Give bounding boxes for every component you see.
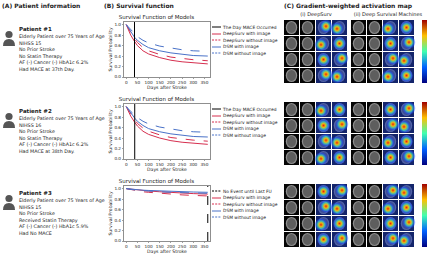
svg-text:Survival Function of Models: Survival Function of Models	[119, 178, 195, 184]
svg-text:100: 100	[145, 244, 153, 249]
svg-text:0.6: 0.6	[114, 207, 121, 212]
svg-text:250: 250	[178, 162, 186, 167]
html-text:DeepSurv without image: DeepSurv without image	[223, 119, 278, 125]
svg-text:0: 0	[125, 244, 128, 249]
html-text:AF (-) Cancer (-) HbA1c 6.2%: AF (-) Cancer (-) HbA1c 6.2%	[19, 142, 89, 148]
svg-text:0.4: 0.4	[114, 136, 121, 141]
html-text:(C) Gradient-weighted activati: (C) Gradient-weighted activation map	[284, 2, 412, 9]
svg-text:0.2: 0.2	[114, 228, 121, 233]
svg-text:150: 150	[156, 80, 164, 85]
html-text:No Statin Therapy: No Statin Therapy	[19, 135, 63, 141]
svg-text:0.8: 0.8	[114, 33, 121, 38]
svg-text:200: 200	[167, 162, 175, 167]
svg-text:0.6: 0.6	[114, 125, 121, 130]
html-text:No Prior Stroke: No Prior Stroke	[19, 129, 55, 135]
html-text:NIHSS 15: NIHSS 15	[19, 204, 42, 210]
html-text:DeepSurv with image: DeepSurv with image	[223, 113, 271, 119]
svg-text:0.4: 0.4	[114, 54, 121, 59]
svg-text:Survival Function of Models: Survival Function of Models	[119, 96, 195, 102]
html-text:Patient #2: Patient #2	[19, 108, 52, 114]
html-text:Patient #3: Patient #3	[19, 190, 52, 196]
svg-text:150: 150	[156, 162, 164, 167]
html-text:The Day MACE Occurred: The Day MACE Occurred	[223, 24, 277, 30]
html-text:(A) Patient information: (A) Patient information	[2, 2, 81, 9]
svg-text:250: 250	[178, 244, 186, 249]
html-text:Elderly Patient over 75 Years: Elderly Patient over 75 Years of Age	[19, 116, 105, 121]
html-text:Had No MACE: Had No MACE	[19, 231, 52, 236]
svg-text:350: 350	[200, 162, 208, 167]
html-text:DSM without image: DSM without image	[223, 50, 266, 56]
html-text:No Prior Stroke: No Prior Stroke	[19, 47, 55, 53]
html-text:Elderly Patient over 75 Years: Elderly Patient over 75 Years of Age	[19, 198, 105, 203]
svg-text:1.0: 1.0	[114, 104, 121, 109]
svg-text:0.8: 0.8	[114, 115, 121, 120]
svg-text:0.0: 0.0	[114, 156, 121, 161]
html-text:The Day MACE Occurred: The Day MACE Occurred	[223, 106, 277, 112]
html-text:(B) Survival function: (B) Survival function	[104, 2, 174, 9]
svg-text:1.0: 1.0	[114, 22, 121, 27]
svg-text:200: 200	[167, 244, 175, 249]
svg-text:300: 300	[189, 80, 197, 85]
svg-text:Survival Probability: Survival Probability	[108, 27, 113, 72]
svg-text:100: 100	[145, 80, 153, 85]
svg-text:0.4: 0.4	[114, 218, 121, 223]
svg-text:0.2: 0.2	[114, 64, 121, 69]
svg-text:350: 350	[200, 80, 208, 85]
svg-text:50: 50	[135, 244, 141, 249]
html-text:DeepSurv without image: DeepSurv without image	[223, 37, 278, 43]
html-text:DSM without image: DSM without image	[223, 132, 266, 138]
svg-text:Survival Probability: Survival Probability	[108, 191, 113, 236]
svg-text:50: 50	[135, 80, 141, 85]
html-text:DeepSurv with image: DeepSurv with image	[223, 195, 271, 201]
html-text:No Statin Therapy: No Statin Therapy	[19, 53, 63, 59]
html-text:(i) DeepSurv: (i) DeepSurv	[300, 11, 332, 17]
svg-text:0: 0	[125, 162, 128, 167]
html-text:(ii) Deep Survival Machines: (ii) Deep Survival Machines	[353, 11, 423, 17]
html-text:DSM with image: DSM with image	[223, 44, 259, 50]
html-text:Received Statin Therapy: Received Statin Therapy	[19, 217, 78, 223]
html-text:Elderly Patient over 75 Years: Elderly Patient over 75 Years of Age	[19, 34, 105, 39]
html-text:Patient #1: Patient #1	[19, 26, 52, 32]
svg-text:0.6: 0.6	[114, 43, 121, 48]
svg-text:300: 300	[189, 244, 197, 249]
svg-text:0.2: 0.2	[114, 146, 121, 151]
html-text:No Prior Stroke: No Prior Stroke	[19, 211, 55, 217]
html-text:DSM with image: DSM with image	[223, 126, 259, 132]
svg-text:Days after Stroke: Days after Stroke	[147, 167, 187, 172]
html-text:NIHSS 16: NIHSS 16	[19, 122, 42, 128]
svg-text:0: 0	[125, 80, 128, 85]
svg-text:Survival Probability: Survival Probability	[108, 109, 113, 154]
svg-text:Days after Stroke: Days after Stroke	[147, 85, 187, 90]
svg-text:1.0: 1.0	[114, 186, 121, 191]
html-text:DSM without image: DSM without image	[223, 214, 266, 220]
html-text:AF (-) Cancer (-) HbA1c 6.2%: AF (-) Cancer (-) HbA1c 6.2%	[19, 60, 89, 66]
html-text:No Event until Last FU: No Event until Last FU	[223, 188, 272, 194]
svg-text:150: 150	[156, 244, 164, 249]
svg-text:200: 200	[167, 80, 175, 85]
svg-text:250: 250	[178, 80, 186, 85]
svg-text:350: 350	[200, 244, 208, 249]
svg-text:50: 50	[135, 162, 141, 167]
svg-text:300: 300	[189, 162, 197, 167]
svg-text:100: 100	[145, 162, 153, 167]
html-text:DeepSurv with image: DeepSurv with image	[223, 31, 271, 37]
svg-text:Survival Function of Models: Survival Function of Models	[119, 14, 195, 20]
html-text:AF (-) Cancer (-) HbA1c 5.9%: AF (-) Cancer (-) HbA1c 5.9%	[19, 224, 89, 230]
html-text:NIHSS 15: NIHSS 15	[19, 40, 42, 46]
html-text:Had MACE at 37th Day.: Had MACE at 37th Day.	[19, 67, 75, 72]
svg-text:0.0: 0.0	[114, 74, 121, 79]
html-text:Had MACE at 38th Day.: Had MACE at 38th Day.	[19, 149, 75, 154]
svg-text:Days after Stroke: Days after Stroke	[147, 249, 187, 254]
html-text:DSM with image: DSM with image	[223, 208, 259, 214]
svg-text:0.0: 0.0	[114, 238, 121, 243]
html-text:DeepSurv without image: DeepSurv without image	[223, 201, 278, 207]
svg-text:0.8: 0.8	[114, 197, 121, 202]
